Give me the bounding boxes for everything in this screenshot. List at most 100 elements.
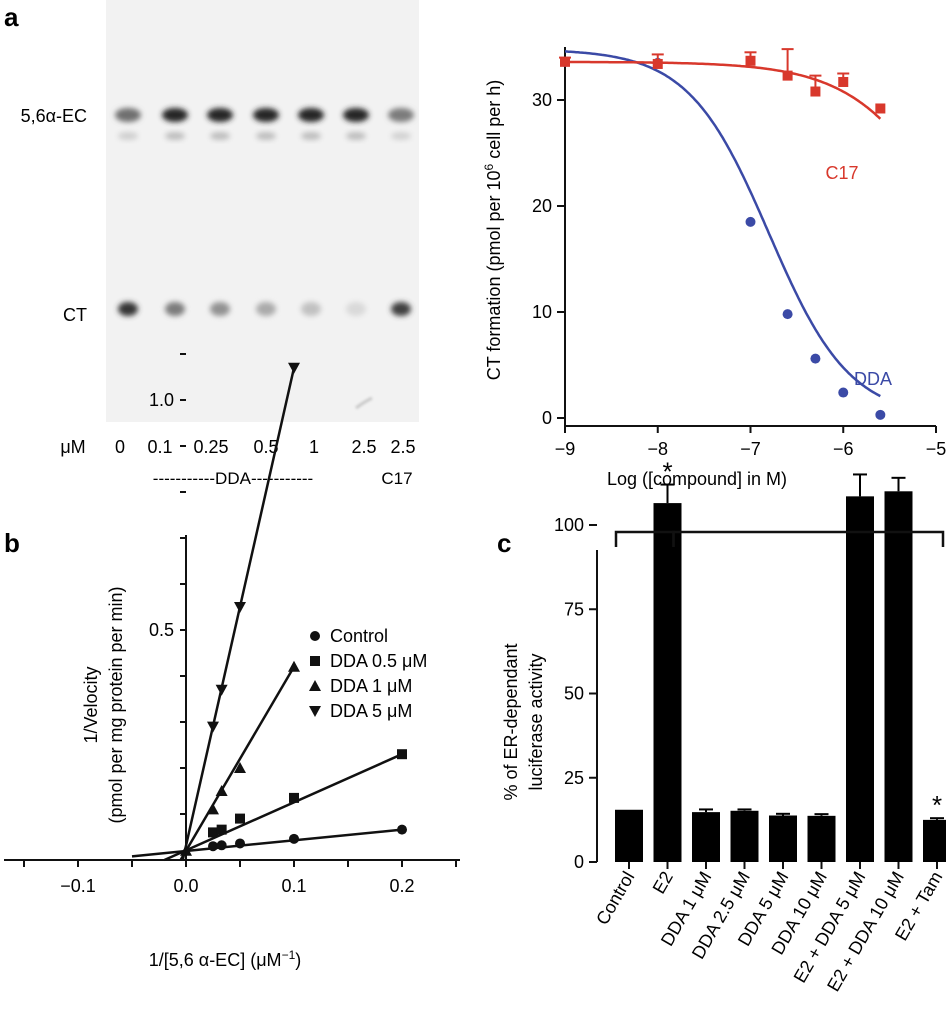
bar-e2: [653, 503, 682, 862]
dose-response-series: [559, 48, 886, 420]
y-tick-label: 0: [574, 852, 584, 872]
data-point-control: [208, 841, 218, 852]
regression-line-dda-5-um: [181, 367, 296, 861]
data-point-dda: [745, 216, 756, 227]
legend-marker-dda-0-5-um: [310, 656, 320, 666]
data-point-c17: [782, 70, 793, 81]
gel-band-epoxide: [162, 108, 188, 122]
y-tick-label: 75: [564, 599, 584, 619]
lineweaver-burk-legend: Control DDA 0.5 μM DDA 1 μM DDA 5 μM: [309, 626, 427, 721]
x-tick-label: 0.0: [173, 876, 198, 896]
lineweaver-burk-ylabel-1: 1/Velocity: [81, 666, 101, 743]
gel-band-ct: [165, 302, 185, 316]
gel-band-shadow: [165, 132, 185, 140]
lineweaver-burk-ylabel-2: (pmol per mg protein per min): [106, 586, 126, 823]
bar-e2-tam: [923, 819, 946, 862]
y-tick-label: 1.0: [149, 390, 174, 410]
x-tick-label: −8: [647, 439, 668, 459]
panel-label-c: c: [497, 528, 511, 558]
x-tick-label: 0.1: [281, 876, 306, 896]
x-tick-label: −9: [555, 439, 576, 459]
gel-lane-label: 0.5: [253, 437, 278, 457]
y-tick-label: 100: [554, 515, 584, 535]
bar-dda-1-um: [692, 812, 720, 862]
gel-band-shadow: [210, 132, 230, 140]
data-point-dda-1-um: [207, 803, 219, 815]
dose-response-ylabel: CT formation (pmol per 106 cell per h): [482, 80, 504, 381]
data-point-dda-5-um: [207, 721, 219, 733]
x-tick-label: −0.1: [60, 876, 96, 896]
data-point-dda: [810, 353, 821, 364]
gel-band-epoxide: [343, 108, 369, 122]
legend-label-dda-5: DDA 5 μM: [330, 701, 412, 721]
band-label-ct: CT: [63, 305, 87, 325]
gel-lane-label: 0: [115, 437, 125, 457]
legend-label-dda-0-5: DDA 0.5 μM: [330, 651, 427, 671]
data-point-c17: [652, 58, 663, 69]
luciferase-ylabel-1: % of ER-dependant: [501, 643, 521, 800]
gel-lane-label: 2.5: [351, 437, 376, 457]
data-point-c17: [560, 56, 570, 67]
bar-dda-2-5-um: [730, 810, 759, 862]
series-label-c17: C17: [825, 163, 858, 183]
dose-response-xlabel: Log ([compound] in M): [607, 469, 787, 489]
significance-brackets: [614, 530, 945, 547]
gel-band-shadow: [391, 132, 411, 140]
gel-lane-label: 1: [309, 437, 319, 457]
fit-curve-c17: [565, 60, 882, 120]
lineweaver-burk-xlabel: 1/[5,6 α-EC] (μM−1): [149, 948, 302, 970]
data-point-dda-0-5-um: [235, 813, 245, 824]
regression-line-dda-1-um: [179, 666, 296, 861]
data-point-dda-5-um: [215, 684, 228, 696]
data-point-c17: [745, 55, 756, 66]
gel-band-epoxide: [298, 108, 324, 122]
category-label: Control: [592, 868, 638, 928]
data-point-dda-0-5-um: [397, 749, 407, 760]
x-tick-label: 0.2: [389, 876, 414, 896]
bar-dda-10-um: [807, 815, 836, 862]
data-point-c17: [875, 103, 886, 114]
bar-dda-5-um: [769, 815, 797, 862]
data-point-control: [289, 833, 299, 844]
lineweaver-burk-axes: −0.1 0.0 0.1 0.2 0.5 1.0: [4, 353, 460, 896]
bar-control: [615, 809, 643, 862]
band-label-epoxide: 5,6α-EC: [21, 106, 87, 126]
gel-group-dda: -----------DDA-----------: [153, 469, 313, 488]
lineweaver-burk-chart: −0.1 0.0 0.1 0.2 0.5 1.0 Control DDA 0.5 μM D…: [4, 353, 460, 970]
bracket: [672, 530, 945, 547]
x-tick-label: −5: [926, 439, 946, 459]
gel-background: [106, 0, 419, 422]
data-point-dda-5-um: [288, 362, 300, 374]
gel-band-shadow: [301, 132, 321, 140]
data-point-control: [397, 824, 407, 835]
data-point-control: [216, 840, 227, 851]
gel-band-epoxide: [253, 108, 279, 122]
panel-label-a: a: [4, 2, 19, 32]
significance-star: *: [932, 790, 942, 820]
legend-marker-control: [310, 631, 320, 641]
gel-lane-label: 2.5: [390, 437, 415, 457]
regression-line-control: [131, 828, 403, 858]
x-tick-label: −7: [740, 439, 761, 459]
gel-band-ct: [256, 302, 276, 316]
category-label: E2: [649, 868, 677, 897]
bar-e2-dda-10-um: [884, 491, 913, 862]
data-point-dda-1-um: [288, 660, 300, 672]
data-point-dda-0-5-um: [289, 792, 299, 803]
data-point-dda-5-um: [234, 602, 246, 613]
data-point-dda-0-5-um: [216, 824, 227, 835]
gel-band-ct: [118, 302, 138, 316]
data-point-dda-0-5-um: [208, 827, 218, 838]
data-point-dda: [838, 387, 849, 398]
y-tick-label: 20: [532, 196, 552, 216]
series-label-dda: DDA: [854, 369, 892, 389]
data-point-control: [235, 838, 245, 849]
gel-band-epoxide: [207, 108, 233, 122]
gel-band-ct: [346, 302, 366, 316]
data-point-dda-1-um: [234, 762, 246, 773]
data-point-dda: [875, 409, 886, 420]
data-point-c17: [838, 76, 849, 87]
y-tick-label: 50: [564, 684, 584, 704]
gel-band-epoxide: [388, 108, 414, 122]
